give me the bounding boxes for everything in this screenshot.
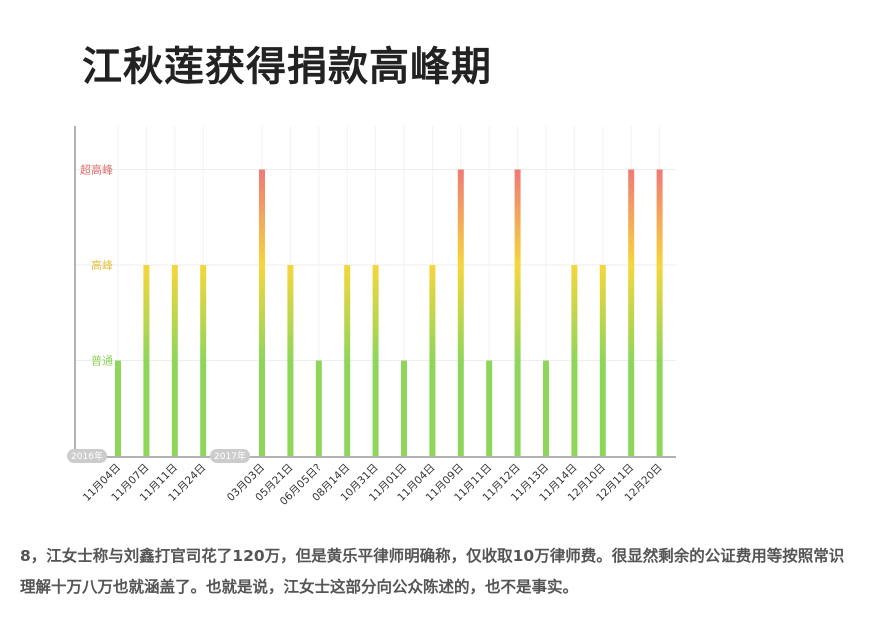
bar bbox=[486, 360, 493, 456]
bar bbox=[259, 169, 265, 456]
bar bbox=[401, 360, 407, 456]
y-level-label: 超高峰 bbox=[80, 163, 113, 177]
y-level-label: 普通 bbox=[91, 354, 113, 368]
bar bbox=[429, 265, 436, 456]
bar bbox=[543, 360, 549, 456]
bar bbox=[571, 265, 578, 456]
page-title: 江秋莲获得捐款高峰期 bbox=[82, 44, 492, 90]
bar bbox=[514, 169, 521, 456]
bar bbox=[628, 169, 635, 456]
bar bbox=[115, 360, 121, 456]
chart-container: 普通 高峰 超高峰 11月04日 11月07日 11月11日 11月24日 03月03日 05月… bbox=[0, 110, 871, 530]
bar bbox=[171, 265, 178, 456]
year-badge bbox=[67, 449, 107, 463]
bar bbox=[315, 360, 322, 456]
bar bbox=[656, 169, 663, 456]
year-badge-label: 2016年 bbox=[71, 450, 103, 462]
y-level-label: 高峰 bbox=[91, 258, 113, 272]
bar bbox=[457, 169, 464, 456]
bar bbox=[599, 265, 606, 456]
caption-text: 8，江女士称与刘鑫打官司花了120万，但是黄乐平律师明确称，仅收取10万律师费。… bbox=[20, 547, 845, 596]
bar bbox=[344, 265, 351, 456]
bar bbox=[200, 265, 207, 456]
year-badge bbox=[210, 449, 250, 463]
year-badge-label: 2017年 bbox=[214, 450, 246, 462]
bar bbox=[287, 265, 294, 456]
bar bbox=[143, 265, 150, 456]
bar bbox=[372, 265, 379, 456]
